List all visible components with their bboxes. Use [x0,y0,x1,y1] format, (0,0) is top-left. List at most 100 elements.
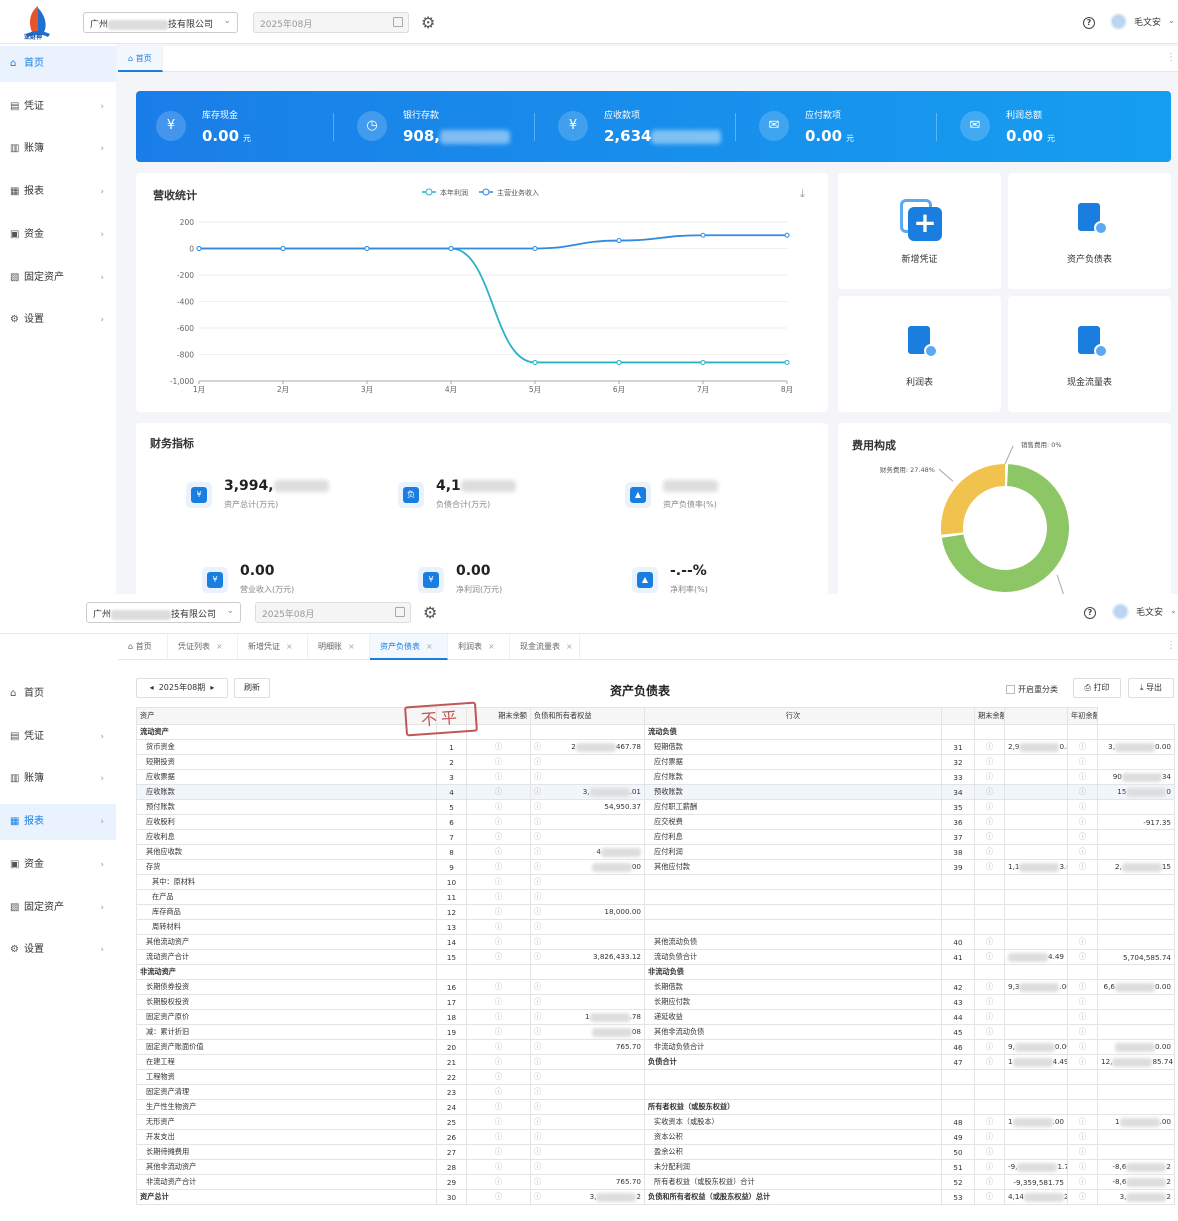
refresh-button[interactable]: 刷新 [234,678,270,698]
info-icon[interactable] [1067,904,1098,920]
sidebar-item-ledger[interactable]: ▥ 账簿 › [0,761,116,797]
info-icon[interactable]: ⓘ [1067,829,1098,845]
close-icon[interactable]: × [566,642,573,651]
close-icon[interactable]: × [216,642,223,651]
info-icon[interactable]: ⓘ [1067,769,1098,785]
info-icon[interactable]: ⓘ [534,1117,542,1126]
sidebar-item-voucher[interactable]: ▤ 凭证 › [0,89,116,125]
info-icon[interactable]: ⓘ [1067,979,1098,995]
info-icon[interactable]: ⓘ [466,1144,531,1160]
info-icon[interactable]: ⓘ [534,1132,542,1141]
info-icon[interactable]: ⓘ [534,802,542,811]
info-icon[interactable]: ⓘ [534,892,542,901]
info-icon[interactable]: ⓘ [466,829,531,845]
sidebar-item-fund[interactable]: ▣ 资金 › [0,847,116,883]
info-icon[interactable]: ⓘ [466,904,531,920]
info-icon[interactable]: ⓘ [974,739,1005,755]
close-icon[interactable]: × [488,642,495,651]
avatar[interactable] [1112,603,1129,620]
tab-5[interactable]: 利润表 × [448,634,510,660]
info-icon[interactable] [466,964,531,980]
tab-0[interactable]: ⌂ 首页 [118,634,168,660]
info-icon[interactable]: ⓘ [466,889,531,905]
reclass-toggle[interactable]: 开启重分类 [1006,684,1058,695]
info-icon[interactable]: ⓘ [466,934,531,950]
info-icon[interactable]: ⓘ [974,994,1005,1010]
info-icon[interactable]: ⓘ [466,1084,531,1100]
info-icon[interactable]: ⓘ [974,949,1005,965]
info-icon[interactable]: ⓘ [534,1147,542,1156]
info-icon[interactable] [974,1084,1005,1100]
info-icon[interactable]: ⓘ [534,997,542,1006]
info-icon[interactable]: ⓘ [974,1189,1005,1205]
close-icon[interactable]: × [348,642,355,651]
info-icon[interactable]: ⓘ [1067,739,1098,755]
info-icon[interactable]: ⓘ [1067,1189,1098,1205]
info-icon[interactable] [974,904,1005,920]
info-icon[interactable]: ⓘ [466,874,531,890]
info-icon[interactable]: ⓘ [534,1072,542,1081]
info-icon[interactable]: ⓘ [534,787,542,796]
info-icon[interactable] [1067,1099,1098,1115]
user-name[interactable]: 毛文安 [1136,608,1164,618]
info-icon[interactable]: ⓘ [534,832,542,841]
tab-2[interactable]: 新增凭证 × [238,634,308,660]
info-icon[interactable]: ⓘ [466,1159,531,1175]
info-icon[interactable]: ⓘ [974,799,1005,815]
info-icon[interactable]: ⓘ [534,907,542,916]
info-icon[interactable] [1067,919,1098,935]
info-icon[interactable]: ⓘ [466,844,531,860]
info-icon[interactable]: ⓘ [534,1087,542,1096]
info-icon[interactable]: ⓘ [534,982,542,991]
info-icon[interactable]: ⓘ [466,814,531,830]
info-icon[interactable]: ⓘ [534,922,542,931]
tab-3[interactable]: 明细账 × [308,634,370,660]
sidebar-item-settings[interactable]: ⚙ 设置 › [0,302,116,338]
close-icon[interactable]: × [426,642,433,651]
info-icon[interactable]: ⓘ [534,1027,542,1036]
info-icon[interactable]: ⓘ [466,1129,531,1145]
print-button[interactable]: ⎙ 打印 [1073,678,1121,698]
info-icon[interactable]: ⓘ [534,757,542,766]
info-icon[interactable]: ⓘ [534,937,542,946]
chevron-left-icon[interactable]: ◂ [149,683,154,692]
info-icon[interactable]: ⓘ [1067,1159,1098,1175]
checkbox[interactable] [1006,685,1015,694]
info-icon[interactable]: ⓘ [466,1024,531,1040]
info-icon[interactable]: ⓘ [1067,754,1098,770]
info-icon[interactable] [1067,724,1098,740]
sidebar-item-asset[interactable]: ▧ 固定资产 › [0,260,116,296]
sidebar-item-home[interactable]: ⌂ 首页 [0,46,116,82]
company-select[interactable]: 广州 技有限公司 ⌄ [86,602,241,623]
info-icon[interactable]: ⓘ [466,1189,531,1205]
info-icon[interactable]: ⓘ [466,1099,531,1115]
info-icon[interactable]: ⓘ [974,814,1005,830]
info-icon[interactable]: ⓘ [1067,1024,1098,1040]
info-icon[interactable]: ⓘ [534,772,542,781]
info-icon[interactable] [974,964,1005,980]
sidebar-item-asset[interactable]: ▧ 固定资产 › [0,890,116,926]
period-stepper[interactable]: ◂ 2025年08期 ▸ [136,678,228,698]
info-icon[interactable]: ⓘ [466,739,531,755]
tab-1[interactable]: 凭证列表 × [168,634,238,660]
user-name[interactable]: 毛文安 [1134,18,1162,28]
company-select[interactable]: 广州 技有限公司 ⌄ [83,12,238,33]
info-icon[interactable]: ⓘ [534,1102,542,1111]
info-icon[interactable] [974,1069,1005,1085]
info-icon[interactable]: ⓘ [466,1054,531,1070]
info-icon[interactable] [974,724,1005,740]
info-icon[interactable]: ⓘ [974,1114,1005,1130]
info-icon[interactable]: ⓘ [466,799,531,815]
info-icon[interactable]: ⓘ [974,1024,1005,1040]
info-icon[interactable] [1067,889,1098,905]
info-icon[interactable]: ⓘ [466,1039,531,1055]
info-icon[interactable]: ⓘ [1067,1054,1098,1070]
info-icon[interactable]: ⓘ [466,859,531,875]
sidebar-item-home[interactable]: ⌂ 首页 [0,676,116,712]
info-icon[interactable]: ⓘ [466,919,531,935]
info-icon[interactable]: ⓘ [974,754,1005,770]
info-icon[interactable]: ⓘ [974,1129,1005,1145]
sidebar-item-report[interactable]: ▦ 报表 › [0,804,116,841]
more-icon[interactable]: ⋮ [1166,640,1176,651]
info-icon[interactable]: ⓘ [1067,1129,1098,1145]
